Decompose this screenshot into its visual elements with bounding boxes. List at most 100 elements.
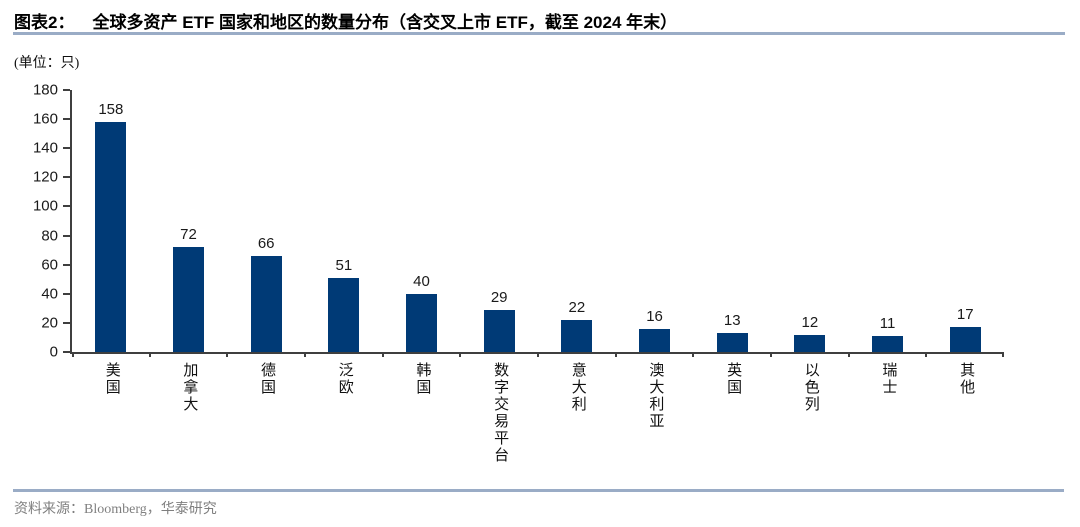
- x-category-cell: 韩国: [383, 362, 461, 396]
- bar: [949, 327, 981, 352]
- x-tick-mark: [847, 352, 850, 357]
- x-category-label: 瑞士: [880, 362, 897, 396]
- bar-slot: 66: [227, 90, 305, 352]
- x-category-cell: 数字交易平台: [460, 362, 538, 464]
- bar-value-label: 51: [335, 256, 353, 274]
- x-tick-mark: [537, 352, 539, 357]
- bar-value-label: 72: [180, 226, 197, 244]
- y-tick-mark: [63, 292, 70, 295]
- x-category-label: 泛欧: [336, 362, 353, 396]
- bar: [794, 334, 826, 352]
- y-tick-mark: [63, 147, 70, 150]
- x-category-cell: 瑞士: [849, 362, 927, 396]
- y-tick-label: 100: [32, 197, 58, 215]
- unit-label: (单位：只): [14, 56, 80, 71]
- x-axis-labels: 美国 加拿大 德国 泛欧 韩国 数字交易平台 意大利 澳大利亚 英国 以色列 瑞士 其他: [72, 362, 1004, 464]
- bar-slot: 12: [771, 90, 849, 352]
- x-tick-mark: [226, 352, 229, 357]
- bar-value-label: 22: [568, 298, 586, 316]
- bar: [406, 293, 438, 352]
- bar: [483, 309, 515, 352]
- bar-value-label: 12: [801, 313, 819, 331]
- y-tick-label: 160: [32, 110, 58, 128]
- bar: [872, 336, 904, 352]
- x-category-label: 其他: [958, 362, 975, 396]
- y-tick-mark: [63, 234, 70, 237]
- bar-value-label: 13: [723, 312, 741, 330]
- y-tick-mark: [63, 321, 70, 324]
- x-category-cell: 英国: [693, 362, 771, 396]
- footer-divider: [13, 489, 1064, 492]
- y-tick-mark: [63, 118, 70, 121]
- x-category-label: 数字交易平台: [492, 362, 509, 464]
- x-tick-mark: [381, 352, 384, 357]
- y-tick-label: 60: [41, 256, 58, 274]
- bar-slot: 158: [72, 90, 150, 352]
- bar-value-label: 11: [879, 315, 896, 332]
- x-category-cell: 其他: [926, 362, 1004, 396]
- y-tick-label: 0: [49, 343, 58, 361]
- bar-value-label: 40: [413, 272, 430, 290]
- x-tick-mark: [72, 352, 74, 357]
- bar-slot: 29: [460, 90, 538, 352]
- y-tick-mark: [63, 351, 70, 353]
- y-tick-label: 140: [32, 139, 58, 157]
- y-tick-label: 120: [32, 168, 58, 186]
- bar-slot: 22: [538, 90, 616, 352]
- figure-title: 图表2： 全球多资产 ETF 国家和地区的数量分布（含交叉上市 ETF，截至 20…: [14, 8, 677, 33]
- bar-slot: 72: [150, 90, 228, 352]
- x-category-cell: 美国: [72, 362, 150, 396]
- plot-area: 158 72 66 51 40 29 22 16 13 12 11 17: [70, 90, 1004, 354]
- x-category-label: 美国: [103, 362, 120, 396]
- bar-value-label: 16: [646, 307, 663, 325]
- y-tick-label: 40: [41, 285, 58, 303]
- y-tick-label: 180: [32, 81, 58, 99]
- x-category-cell: 泛欧: [305, 362, 383, 396]
- x-tick-mark: [1002, 352, 1004, 357]
- x-category-label: 澳大利亚: [647, 362, 664, 430]
- source-note: 资料来源：Bloomberg，华泰研究: [14, 502, 217, 517]
- bar: [639, 328, 671, 352]
- x-category-cell: 加拿大: [150, 362, 228, 413]
- y-tick-mark: [63, 176, 70, 179]
- bar: [95, 122, 127, 352]
- x-tick-mark: [459, 352, 462, 357]
- title-divider: [13, 32, 1065, 35]
- x-category-cell: 意大利: [538, 362, 616, 413]
- figure-number-label: 图表2：: [14, 13, 75, 32]
- bar-value-label: 17: [956, 306, 974, 324]
- bar: [716, 333, 748, 352]
- y-tick-label: 80: [41, 227, 58, 245]
- x-tick-mark: [304, 352, 306, 357]
- bar: [173, 247, 204, 352]
- y-tick-mark: [63, 263, 70, 266]
- x-category-cell: 以色列: [771, 362, 849, 413]
- x-category-cell: 德国: [227, 362, 305, 396]
- x-tick-mark: [614, 352, 617, 357]
- y-axis-ticks: [61, 89, 70, 353]
- x-tick-mark: [770, 352, 772, 357]
- x-axis-ticks: [72, 352, 1004, 358]
- bar-slot: 17: [926, 90, 1004, 352]
- bar: [328, 277, 360, 352]
- x-tick-mark: [925, 352, 928, 357]
- bar-slot: 16: [616, 90, 694, 352]
- bar: [250, 255, 282, 352]
- x-category-cell: 澳大利亚: [616, 362, 694, 430]
- y-tick-label: 20: [41, 314, 58, 332]
- x-category-label: 韩国: [414, 362, 431, 396]
- bar-value-label: 66: [257, 234, 275, 252]
- x-category-label: 德国: [259, 362, 276, 396]
- x-tick-mark: [148, 352, 151, 357]
- bar: [561, 319, 593, 352]
- y-tick-mark: [63, 89, 70, 91]
- bar-slot: 40: [383, 90, 461, 352]
- bar-value-label: 29: [490, 288, 508, 306]
- bar-slot: 13: [693, 90, 771, 352]
- x-category-label: 以色列: [802, 362, 819, 413]
- bar-value-label: 158: [98, 101, 124, 119]
- x-category-label: 英国: [725, 362, 742, 396]
- bar-slot: 11: [849, 90, 927, 352]
- figure-title-text: 全球多资产 ETF 国家和地区的数量分布（含交叉上市 ETF，截至 2024 年…: [92, 13, 678, 32]
